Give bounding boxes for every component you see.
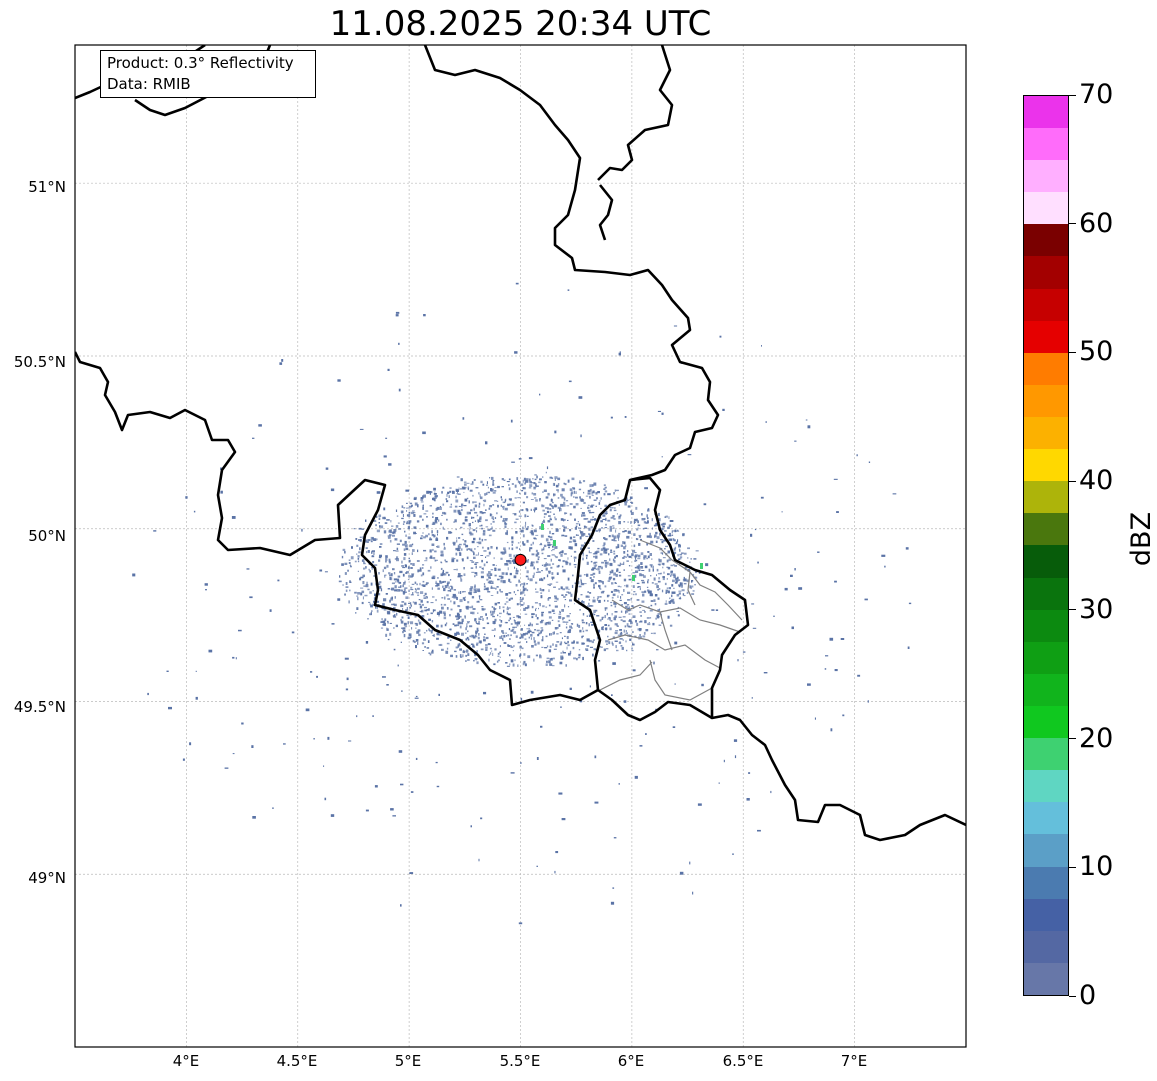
radar-site-marker — [514, 553, 527, 566]
colorbar-segment — [1024, 802, 1068, 835]
colorbar-segment — [1024, 95, 1068, 129]
colorbar-tick-mark — [1069, 351, 1076, 353]
lon-label-4.5: 4.5°E — [276, 1052, 318, 1070]
colorbar-segment — [1024, 673, 1068, 707]
country-borders — [75, 45, 966, 842]
radar-site-dot — [514, 553, 527, 566]
colorbar-segment — [1024, 770, 1068, 803]
lat-label-51: 51°N — [28, 178, 66, 196]
lat-label-49.5: 49.5°N — [13, 698, 66, 716]
colorbar-segment — [1024, 545, 1068, 578]
colorbar-tick-mark — [1069, 94, 1076, 96]
colorbar-tick-mark — [1069, 223, 1076, 225]
product-info-box: Product: 0.3° Reflectivity Data: RMIB — [100, 50, 316, 98]
lon-label-7: 7°E — [840, 1052, 868, 1070]
colorbar-tick-label: 50 — [1079, 336, 1114, 368]
colorbar-tick-label: 10 — [1079, 851, 1114, 883]
colorbar-segment — [1024, 866, 1068, 899]
colorbar-segment — [1024, 577, 1068, 610]
lon-label-5.5: 5.5°E — [499, 1052, 541, 1070]
colorbar-segment — [1024, 128, 1068, 161]
colorbar-tick-label: 0 — [1079, 980, 1097, 1011]
colorbar-segment — [1024, 417, 1068, 450]
colorbar-label: dBZ — [1126, 511, 1157, 567]
admin-borders — [599, 539, 743, 701]
colorbar-segment — [1024, 256, 1068, 289]
colorbar-segment — [1024, 930, 1068, 963]
colorbar-tick-label: 40 — [1079, 465, 1114, 497]
colorbar-tick-mark — [1069, 866, 1076, 868]
product-label: Product: 0.3° Reflectivity — [107, 54, 294, 72]
colorbar-segment — [1024, 962, 1068, 995]
data-source-label: Data: RMIB — [107, 75, 191, 93]
colorbar-segment — [1024, 192, 1068, 225]
lon-label-6.5: 6.5°E — [722, 1052, 764, 1070]
colorbar-segment — [1024, 352, 1068, 385]
colorbar-segment — [1024, 384, 1068, 418]
colorbar-tick-label: 60 — [1079, 207, 1114, 239]
border-lu-de — [629, 476, 750, 718]
map-frame — [74, 44, 967, 1048]
colorbar-segment — [1024, 609, 1068, 642]
border-be-de — [423, 45, 720, 691]
lon-label-6: 6°E — [617, 1052, 645, 1070]
colorbar-tick-mark — [1069, 480, 1076, 482]
colorbar-tick-label: 20 — [1079, 722, 1114, 754]
lat-label-49: 49°N — [28, 869, 66, 887]
border-de-nl-north — [597, 45, 674, 181]
map-title: 11.08.2025 20:34 UTC — [329, 4, 712, 44]
colorbar-tick-label: 70 — [1079, 79, 1114, 110]
lat-label-50: 50°N — [28, 527, 66, 545]
colorbar-tick-mark — [1069, 738, 1076, 740]
colorbar-tick-mark — [1069, 995, 1076, 997]
colorbar-segment — [1024, 288, 1068, 321]
colorbar-segment — [1024, 898, 1068, 931]
colorbar — [1023, 95, 1069, 996]
lat-label-50.5: 50.5°N — [13, 353, 66, 371]
colorbar-segment — [1024, 706, 1068, 739]
reflectivity-echoes — [132, 282, 912, 925]
colorbar-segment — [1024, 834, 1068, 867]
colorbar-segment — [1024, 224, 1068, 257]
colorbar-segment — [1024, 160, 1068, 193]
colorbar-segment — [1024, 513, 1068, 546]
colorbar-segment — [1024, 738, 1068, 771]
colorbar-segment — [1024, 449, 1068, 482]
border-nl-east-top — [598, 184, 614, 241]
colorbar-tick-label: 30 — [1079, 593, 1114, 625]
lon-label-5: 5°E — [394, 1052, 422, 1070]
colorbar-tick-mark — [1069, 609, 1076, 611]
colorbar-segment — [1024, 481, 1068, 514]
lon-label-4: 4°E — [172, 1052, 200, 1070]
border-be-fr-west — [75, 351, 966, 842]
colorbar-segment — [1024, 320, 1068, 353]
colorbar-segment — [1024, 641, 1068, 674]
